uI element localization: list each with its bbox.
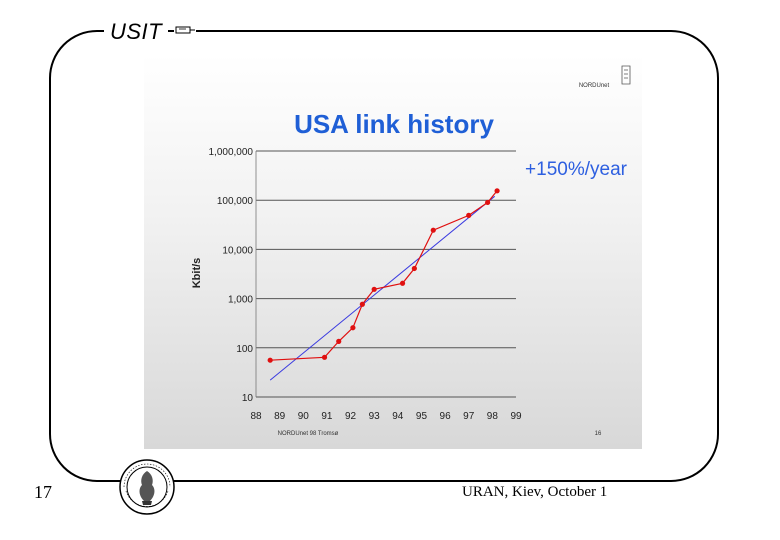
chart-title: USA link history: [294, 109, 494, 139]
brand-label: USIT: [104, 19, 169, 45]
slide-number: 17: [34, 482, 52, 502]
x-tick-11: 99: [510, 411, 522, 422]
y-tick-labels: 1,000,000 100,000 10,000 1,000 100 10: [209, 147, 254, 404]
x-tick-0: 88: [250, 411, 262, 422]
trend-line-path: [269, 195, 496, 381]
data-point-2: [336, 338, 342, 344]
pen-icon: [174, 24, 196, 36]
footer-text: URAN, Kiev, October 1: [462, 484, 608, 500]
x-tick-2: 90: [298, 411, 310, 422]
data-point-4: [359, 301, 365, 307]
data-point-5: [371, 286, 377, 292]
university-seal: [119, 459, 175, 515]
chart-panel: [144, 54, 642, 449]
x-tick-9: 97: [463, 411, 475, 422]
data-point-10: [485, 199, 491, 206]
data-point-6: [399, 280, 406, 286]
x-tick-5: 93: [369, 411, 381, 422]
data-point-0: [267, 357, 273, 363]
footnote-right: 16: [595, 431, 602, 437]
y-tick-3: 1,000: [228, 295, 253, 306]
data-point-7: [411, 265, 417, 272]
data-point-3: [350, 325, 356, 331]
x-tick-4: 92: [345, 411, 357, 422]
y-tick-4: 100: [236, 344, 253, 355]
x-tick-7: 95: [416, 411, 428, 422]
series-red: [267, 188, 500, 363]
nordunet-mark-icon: [621, 65, 631, 85]
series-line-0: [270, 190, 498, 361]
data-point-9: [466, 212, 472, 218]
gridlines: [255, 150, 516, 398]
chart: NORDUnet USA link history +150%/year Kbi…: [191, 65, 631, 437]
data-point-1: [321, 354, 328, 360]
x-tick-10: 98: [487, 411, 499, 422]
x-tick-labels: 88 89 90 91 92 93 94 95 96 97 98 99: [250, 411, 522, 422]
y-tick-0: 1,000,000: [209, 147, 254, 158]
x-tick-8: 96: [440, 411, 452, 422]
nordunet-logo-text: NORDUnet: [579, 83, 610, 89]
footnote-left: NORDUnet 98 Tromsø: [278, 431, 339, 437]
nordunet-logo: NORDUnet: [579, 65, 631, 89]
data-point-8: [430, 227, 436, 233]
slide-frame: [49, 30, 719, 482]
y-axis-label: Kbit/s: [191, 258, 203, 289]
y-tick-2: 10,000: [222, 245, 253, 256]
data-point-11: [494, 188, 500, 194]
growth-annotation: +150%/year: [525, 159, 628, 180]
y-tick-1: 100,000: [217, 196, 254, 207]
x-tick-1: 89: [274, 411, 286, 422]
x-tick-3: 91: [321, 411, 333, 422]
x-tick-6: 94: [392, 411, 404, 422]
y-tick-5: 10: [242, 393, 254, 404]
trend-line: [269, 195, 496, 381]
